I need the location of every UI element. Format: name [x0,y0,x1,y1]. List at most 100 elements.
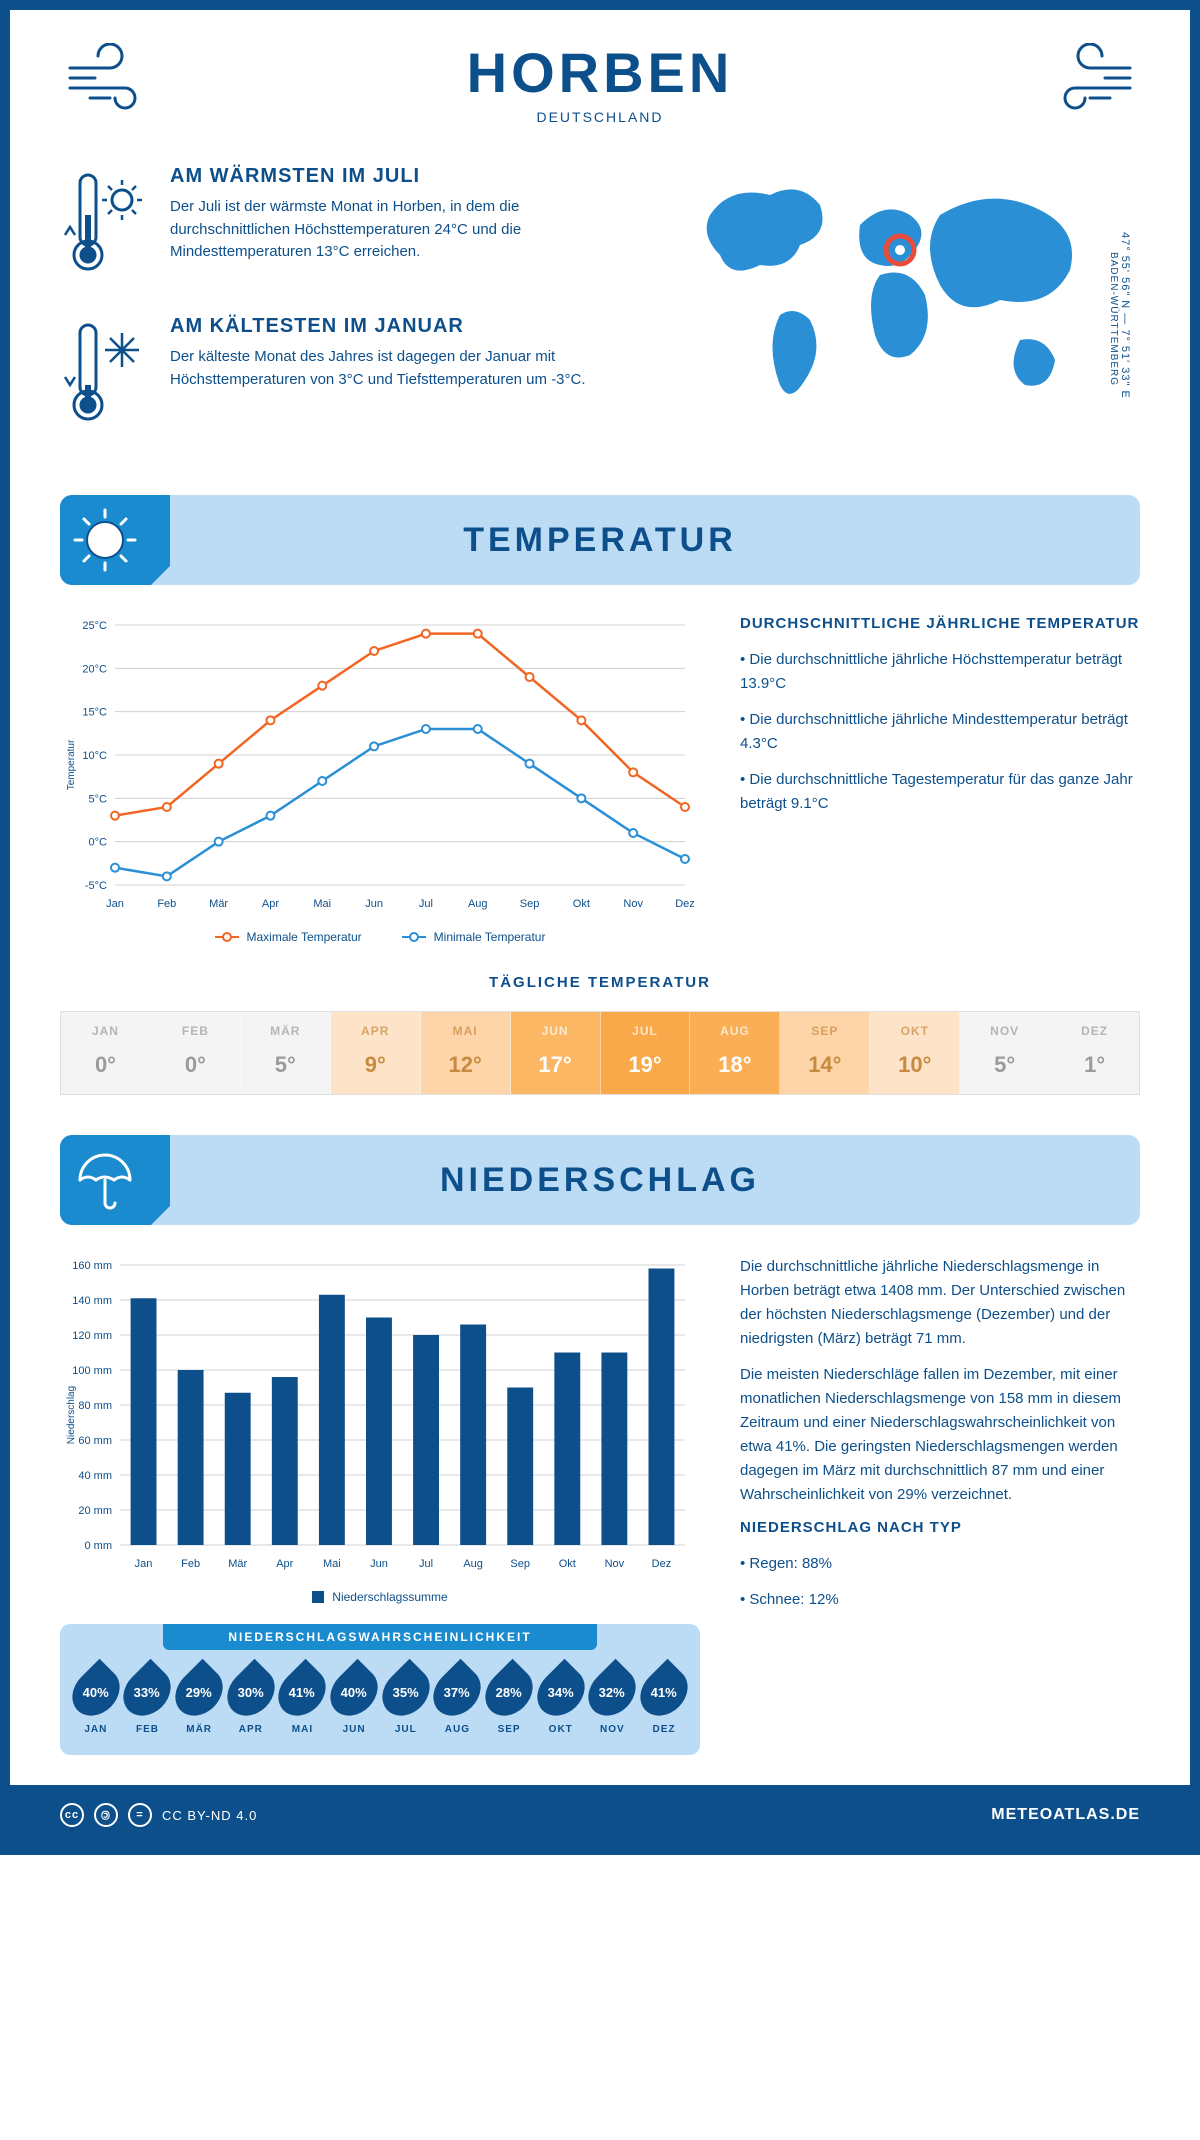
daily-temp-cell: JUL19° [601,1012,691,1094]
sun-icon [70,505,140,575]
city-title: HORBEN [467,40,734,105]
temperature-section-banner: TEMPERATUR [60,495,1140,585]
svg-text:Mär: Mär [228,1558,247,1570]
precip-prob-cell: 32%NOV [591,1666,633,1735]
precipitation-legend: Niederschlagssumme [60,1590,700,1604]
license-label: CC BY-ND 4.0 [162,1808,257,1823]
svg-text:20 mm: 20 mm [78,1505,112,1517]
svg-text:5°C: 5°C [89,793,108,805]
daily-temp-cell: APR9° [331,1012,421,1094]
temperature-line-chart: -5°C0°C5°C10°C15°C20°C25°CJanFebMärAprMa… [60,615,700,915]
world-map-icon [680,165,1100,425]
temperature-chart-row: -5°C0°C5°C10°C15°C20°C25°CJanFebMärAprMa… [60,615,1140,944]
precipitation-chart-row: 0 mm20 mm40 mm60 mm80 mm100 mm120 mm140 … [60,1255,1140,1755]
svg-text:Dez: Dez [675,898,695,910]
coordinates: 47° 55' 56" N — 7° 51' 33" E [1119,232,1131,399]
svg-text:Okt: Okt [559,1558,576,1570]
warmest-block: AM WÄRMSTEN IM JULI Der Juli ist der wär… [60,165,640,285]
region-label: BADEN-WÜRTTEMBERG [1108,173,1119,465]
daily-temp-cell: NOV5° [960,1012,1050,1094]
coldest-title: AM KÄLTESTEN IM JANUAR [170,315,640,338]
svg-text:Niederschlag: Niederschlag [66,1386,77,1444]
svg-text:Dez: Dez [652,1558,672,1570]
precipitation-bar-chart: 0 mm20 mm40 mm60 mm80 mm100 mm120 mm140 … [60,1255,700,1575]
svg-text:160 mm: 160 mm [72,1260,112,1272]
svg-text:Okt: Okt [573,898,590,910]
precip-prob-cell: 29%MÄR [178,1666,220,1735]
umbrella-icon [70,1145,140,1215]
svg-text:140 mm: 140 mm [72,1295,112,1307]
svg-text:0 mm: 0 mm [85,1540,113,1552]
legend-min-label: Minimale Temperatur [434,930,546,944]
precip-prob-cell: 33%FEB [126,1666,168,1735]
svg-text:10°C: 10°C [82,750,107,762]
svg-text:20°C: 20°C [82,663,107,675]
precip-prob-cell: 41%DEZ [643,1666,685,1735]
wind-icon-right [1020,43,1140,123]
precipitation-section-banner: NIEDERSCHLAG [60,1135,1140,1225]
svg-text:Aug: Aug [468,898,488,910]
coldest-block: AM KÄLTESTEN IM JANUAR Der kälteste Mona… [60,315,640,435]
svg-text:Jul: Jul [419,1558,433,1570]
site-label: METEOATLAS.DE [991,1806,1140,1824]
coldest-text: Der kälteste Monat des Jahres ist dagege… [170,346,640,391]
svg-text:15°C: 15°C [82,707,107,719]
svg-text:Nov: Nov [623,898,643,910]
temperature-title: TEMPERATUR [60,521,1140,560]
svg-text:Jun: Jun [365,898,383,910]
svg-text:Apr: Apr [276,1558,293,1570]
svg-text:0°C: 0°C [89,837,108,849]
nd-icon: = [128,1803,152,1827]
daily-temp-cell: JUN17° [511,1012,601,1094]
precip-prob-cell: 30%APR [230,1666,272,1735]
by-icon: 🄯 [94,1803,118,1827]
svg-text:Feb: Feb [157,898,176,910]
svg-text:Sep: Sep [520,898,540,910]
precip-prob-cell: 40%JUN [333,1666,375,1735]
svg-text:Temperatur: Temperatur [66,739,77,790]
precip-text-2: Die meisten Niederschläge fallen im Deze… [740,1363,1140,1507]
svg-text:Jul: Jul [419,898,433,910]
svg-text:Sep: Sep [510,1558,530,1570]
climate-summary-row: AM WÄRMSTEN IM JULI Der Juli ist der wär… [60,165,1140,465]
precip-prob-cell: 35%JUL [385,1666,427,1735]
world-map-area: 47° 55' 56" N — 7° 51' 33" E BADEN-WÜRTT… [680,165,1140,465]
daily-temp-cell: JAN0° [61,1012,151,1094]
temp-bullet: Die durchschnittliche Tagestemperatur fü… [740,768,1140,816]
temperature-legend: Maximale Temperatur Minimale Temperatur [60,930,700,944]
svg-text:Mai: Mai [323,1558,341,1570]
svg-text:80 mm: 80 mm [78,1400,112,1412]
precip-prob-cell: 28%SEP [488,1666,530,1735]
daily-temp-cell: MÄR5° [241,1012,331,1094]
precip-prob-title: NIEDERSCHLAGSWAHRSCHEINLICHKEIT [163,1624,597,1650]
cc-icon: cc [60,1803,84,1827]
thermometer-hot-icon [60,165,150,285]
svg-text:60 mm: 60 mm [78,1435,112,1447]
daily-temp-cell: FEB0° [151,1012,241,1094]
svg-text:Mai: Mai [313,898,331,910]
page-footer: cc 🄯 = CC BY-ND 4.0 METEOATLAS.DE [10,1785,1190,1845]
daily-temp-title: TÄGLICHE TEMPERATUR [60,974,1140,991]
precip-prob-cell: 34%OKT [540,1666,582,1735]
daily-temp-cell: SEP14° [780,1012,870,1094]
daily-temp-cell: AUG18° [690,1012,780,1094]
page-header: HORBEN DEUTSCHLAND [60,40,1140,125]
daily-temp-strip: JAN0°FEB0°MÄR5°APR9°MAI12°JUN17°JUL19°AU… [60,1011,1140,1095]
svg-text:Aug: Aug [463,1558,483,1570]
wind-icon-left [60,43,180,123]
svg-text:120 mm: 120 mm [72,1330,112,1342]
temp-bullet: Die durchschnittliche jährliche Höchstte… [740,648,1140,696]
precip-type-item: Regen: 88% [740,1552,1140,1576]
precip-prob-cell: 40%JAN [75,1666,117,1735]
precip-type-title: NIEDERSCHLAG NACH TYP [740,1519,1140,1536]
svg-text:Jan: Jan [135,1558,153,1570]
legend-max-label: Maximale Temperatur [247,930,362,944]
temp-bullet: Die durchschnittliche jährliche Mindestt… [740,708,1140,756]
precip-text-1: Die durchschnittliche jährliche Niedersc… [740,1255,1140,1351]
svg-text:Jan: Jan [106,898,124,910]
svg-text:Apr: Apr [262,898,279,910]
daily-temp-cell: MAI12° [421,1012,511,1094]
precip-probability-box: NIEDERSCHLAGSWAHRSCHEINLICHKEIT 40%JAN33… [60,1624,700,1755]
precip-type-list: Regen: 88%Schnee: 12% [740,1552,1140,1612]
precipitation-title: NIEDERSCHLAG [60,1161,1140,1200]
